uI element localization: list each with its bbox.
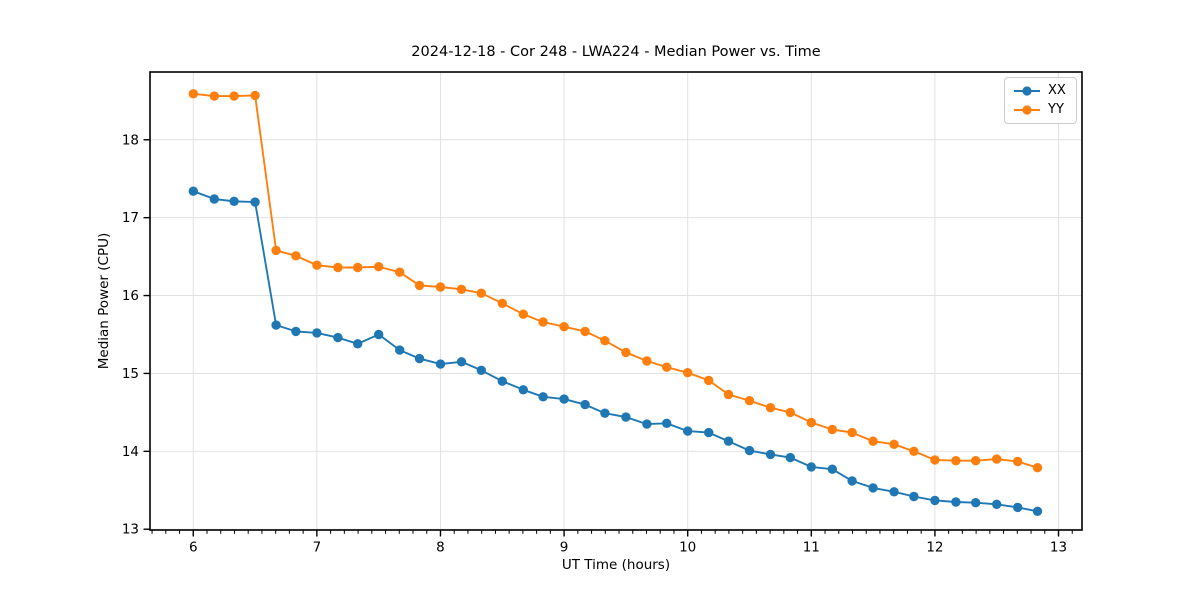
svg-text:17: 17 xyxy=(122,210,139,226)
svg-text:8: 8 xyxy=(436,540,445,556)
legend-line-marker-xx-icon xyxy=(1014,86,1040,96)
series-line-xx xyxy=(192,190,1038,513)
y-axis-label: Median Power (CPU) xyxy=(96,232,112,370)
svg-text:11: 11 xyxy=(803,540,820,556)
svg-text:13: 13 xyxy=(1050,540,1067,556)
legend: XX YY xyxy=(1004,77,1077,124)
legend-entry-xx: XX xyxy=(1014,83,1066,99)
svg-text:14: 14 xyxy=(122,444,139,460)
svg-text:16: 16 xyxy=(122,288,139,304)
svg-text:6: 6 xyxy=(189,540,198,556)
x-tick-labels: 6 7 8 9 10 11 12 13 xyxy=(189,540,1067,556)
svg-text:7: 7 xyxy=(313,540,322,556)
series-markers-yy xyxy=(188,89,1043,473)
legend-entry-yy: YY xyxy=(1014,102,1066,118)
series-line-yy xyxy=(193,92,1038,469)
svg-text:13: 13 xyxy=(122,522,139,538)
legend-line-marker-yy-icon xyxy=(1014,105,1040,115)
y-tick-labels: 13 14 15 16 17 18 xyxy=(122,132,139,537)
axis-ticks xyxy=(143,139,1060,537)
plot-frame xyxy=(149,71,1083,531)
svg-text:10: 10 xyxy=(679,540,696,556)
svg-text:15: 15 xyxy=(122,366,139,382)
legend-label-xx: XX xyxy=(1048,83,1066,98)
legend-label-yy: YY xyxy=(1048,102,1064,117)
series-markers-xx xyxy=(188,186,1043,516)
x-axis-label: UT Time (hours) xyxy=(561,557,671,573)
svg-text:9: 9 xyxy=(560,540,569,556)
grid-lines xyxy=(150,72,1082,530)
chart-title: 2024-12-18 - Cor 248 - LWA224 - Median P… xyxy=(411,44,821,60)
svg-text:18: 18 xyxy=(122,132,139,148)
svg-text:12: 12 xyxy=(926,540,943,556)
x-minor-ticks xyxy=(151,530,1073,534)
